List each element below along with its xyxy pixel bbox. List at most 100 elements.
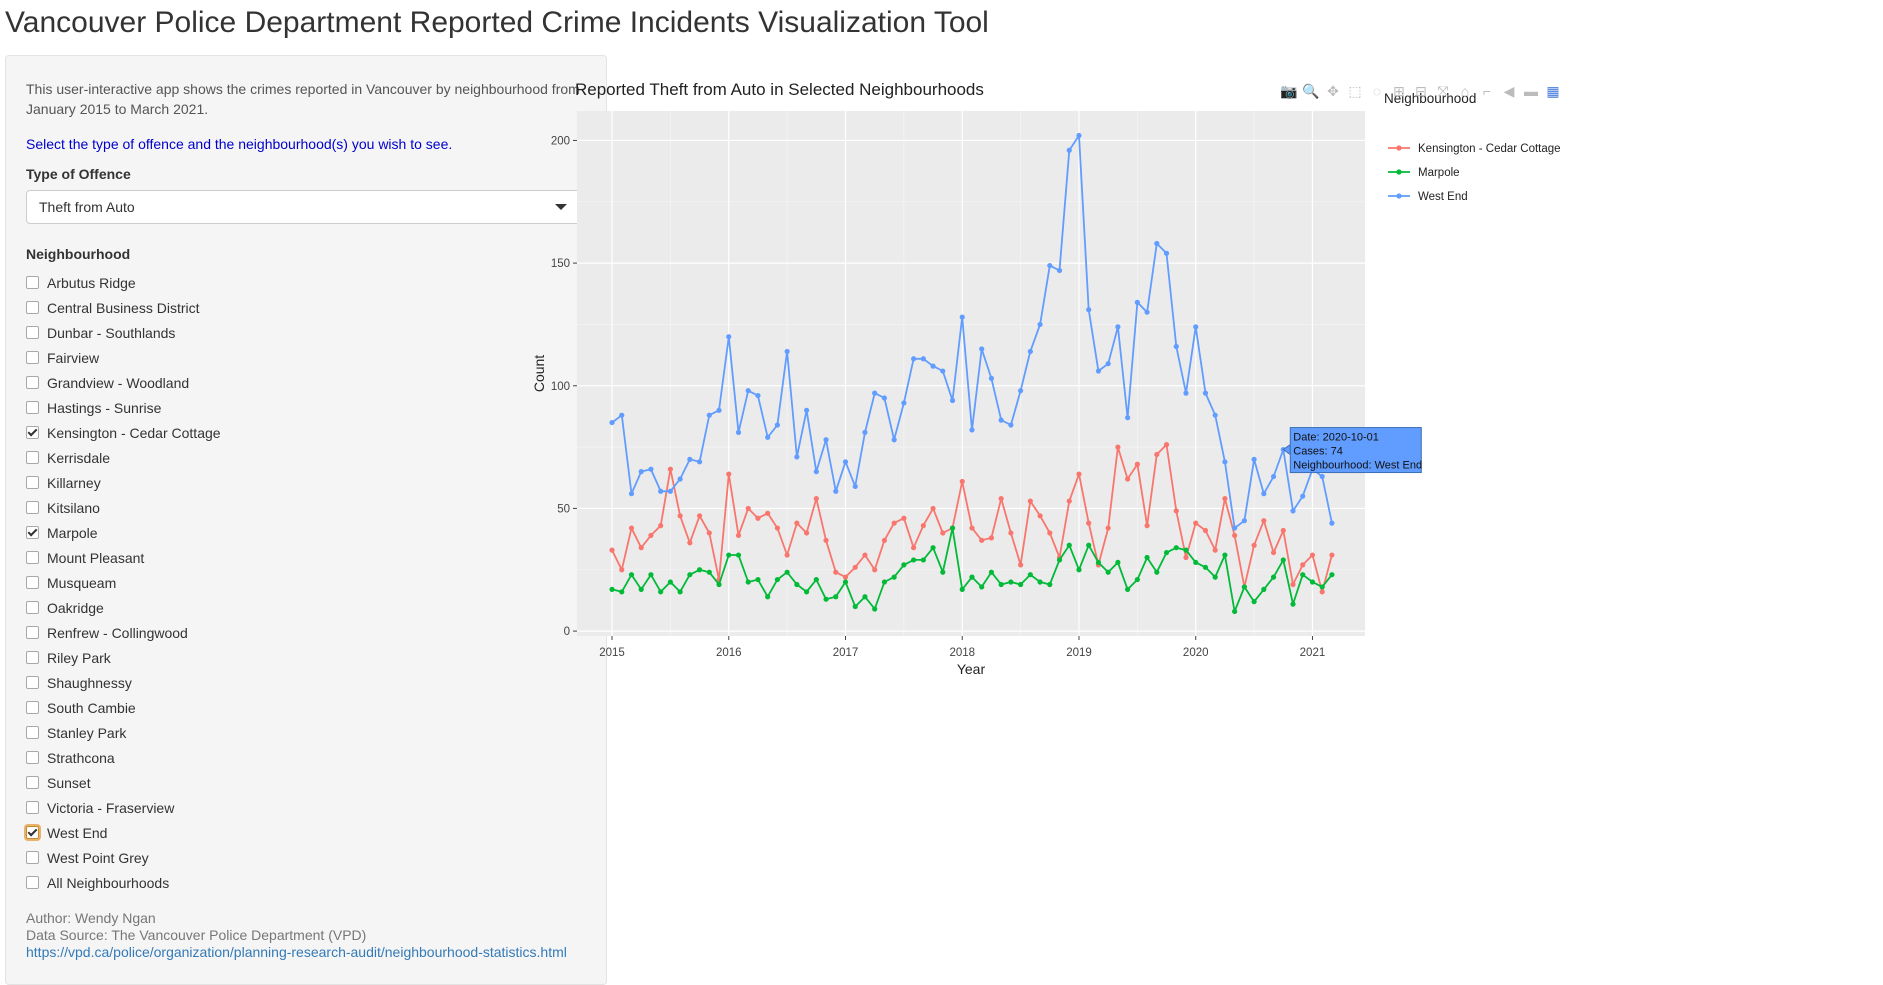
data-point[interactable] [1144,309,1150,315]
data-point[interactable] [803,407,810,413]
data-point[interactable] [1329,520,1335,526]
checkbox[interactable] [26,501,39,514]
data-point[interactable] [911,545,917,551]
data-point[interactable] [940,569,946,575]
data-point[interactable] [823,537,829,543]
data-point[interactable] [959,478,965,485]
data-point[interactable] [852,483,858,489]
data-point[interactable] [774,422,781,428]
data-point[interactable] [619,567,625,573]
data-point[interactable] [658,523,664,529]
data-point[interactable] [813,576,819,583]
data-point[interactable] [696,459,703,465]
data-point[interactable] [1134,299,1140,305]
data-point[interactable] [1319,584,1325,590]
data-point[interactable] [687,540,693,546]
data-point[interactable] [687,572,693,578]
data-point[interactable] [823,437,829,443]
box-select-icon[interactable]: ⬚ [1348,83,1362,99]
data-point[interactable] [988,535,995,541]
data-point[interactable] [755,515,761,521]
data-point[interactable] [1095,368,1102,374]
data-point[interactable] [1154,240,1160,247]
data-point[interactable] [842,579,849,585]
data-point[interactable] [803,530,810,536]
data-point[interactable] [1056,557,1063,563]
hover-compare-icon[interactable]: ▬ [1524,83,1538,99]
data-point[interactable] [1115,444,1121,450]
neighbourhood-option[interactable]: Arbutus Ridge [26,270,586,295]
data-point[interactable] [774,525,781,531]
data-point[interactable] [1173,343,1179,350]
data-point[interactable] [1270,549,1277,556]
data-point[interactable] [911,356,917,362]
data-point[interactable] [1047,262,1053,269]
data-point[interactable] [765,434,771,440]
checkbox[interactable] [26,376,39,389]
data-point[interactable] [891,574,897,580]
data-point[interactable] [1212,574,1218,580]
data-point[interactable] [1212,547,1218,553]
data-point[interactable] [1076,132,1082,139]
data-point[interactable] [1163,549,1170,556]
data-point[interactable] [969,427,975,433]
data-point[interactable] [726,334,732,340]
data-point[interactable] [784,569,790,575]
data-point[interactable] [1018,581,1024,588]
data-point[interactable] [949,525,956,531]
data-point[interactable] [1076,471,1082,477]
data-point[interactable] [920,523,926,529]
data-point[interactable] [794,454,800,460]
checkbox[interactable] [26,601,39,614]
checkbox-checked[interactable] [26,426,39,439]
data-point[interactable] [687,456,693,462]
data-point[interactable] [979,584,985,590]
offence-dropdown[interactable]: Theft from Auto [26,190,586,224]
neighbourhood-option[interactable]: Kensington - Cedar Cottage [26,420,586,445]
neighbourhood-option[interactable]: West End [26,820,586,845]
data-point[interactable] [1202,390,1209,396]
data-point[interactable] [1066,542,1072,548]
data-point[interactable] [1309,579,1316,585]
data-point[interactable] [1115,324,1121,330]
checkbox[interactable] [26,651,39,664]
data-point[interactable] [1261,518,1267,524]
data-point[interactable] [891,437,897,443]
neighbourhood-option[interactable]: Killarney [26,470,586,495]
data-point[interactable] [794,581,800,588]
data-point[interactable] [1329,572,1335,578]
data-point[interactable] [911,557,917,563]
checkbox[interactable] [26,351,39,364]
checkbox[interactable] [26,751,39,764]
neighbourhood-option[interactable]: Musqueam [26,570,586,595]
lasso-icon[interactable]: ◌ [1372,83,1382,99]
data-point[interactable] [706,569,712,575]
data-point[interactable] [1222,552,1228,558]
data-point[interactable] [1037,321,1043,328]
data-point[interactable] [1212,412,1218,418]
checkbox[interactable] [26,876,39,889]
data-point[interactable] [901,515,907,521]
data-point[interactable] [609,586,615,592]
checkbox-checked[interactable] [26,526,39,539]
checkbox-checked[interactable] [26,826,39,839]
checkbox[interactable] [26,801,39,814]
data-point[interactable] [979,537,985,543]
data-point[interactable] [1183,547,1189,553]
data-point[interactable] [628,491,635,497]
data-point[interactable] [1173,508,1179,514]
data-point[interactable] [1018,562,1024,568]
data-point[interactable] [609,547,615,553]
checkbox[interactable] [26,276,39,289]
neighbourhood-option[interactable]: Oakridge [26,595,586,620]
data-point[interactable] [1280,557,1286,563]
data-point[interactable] [920,557,926,563]
data-point[interactable] [667,466,673,472]
data-point[interactable] [920,356,926,362]
data-point[interactable] [842,574,849,580]
data-point[interactable] [726,471,732,477]
data-point[interactable] [872,390,878,396]
data-point[interactable] [755,392,761,399]
data-point[interactable] [1056,267,1063,274]
data-point[interactable] [1076,567,1082,573]
